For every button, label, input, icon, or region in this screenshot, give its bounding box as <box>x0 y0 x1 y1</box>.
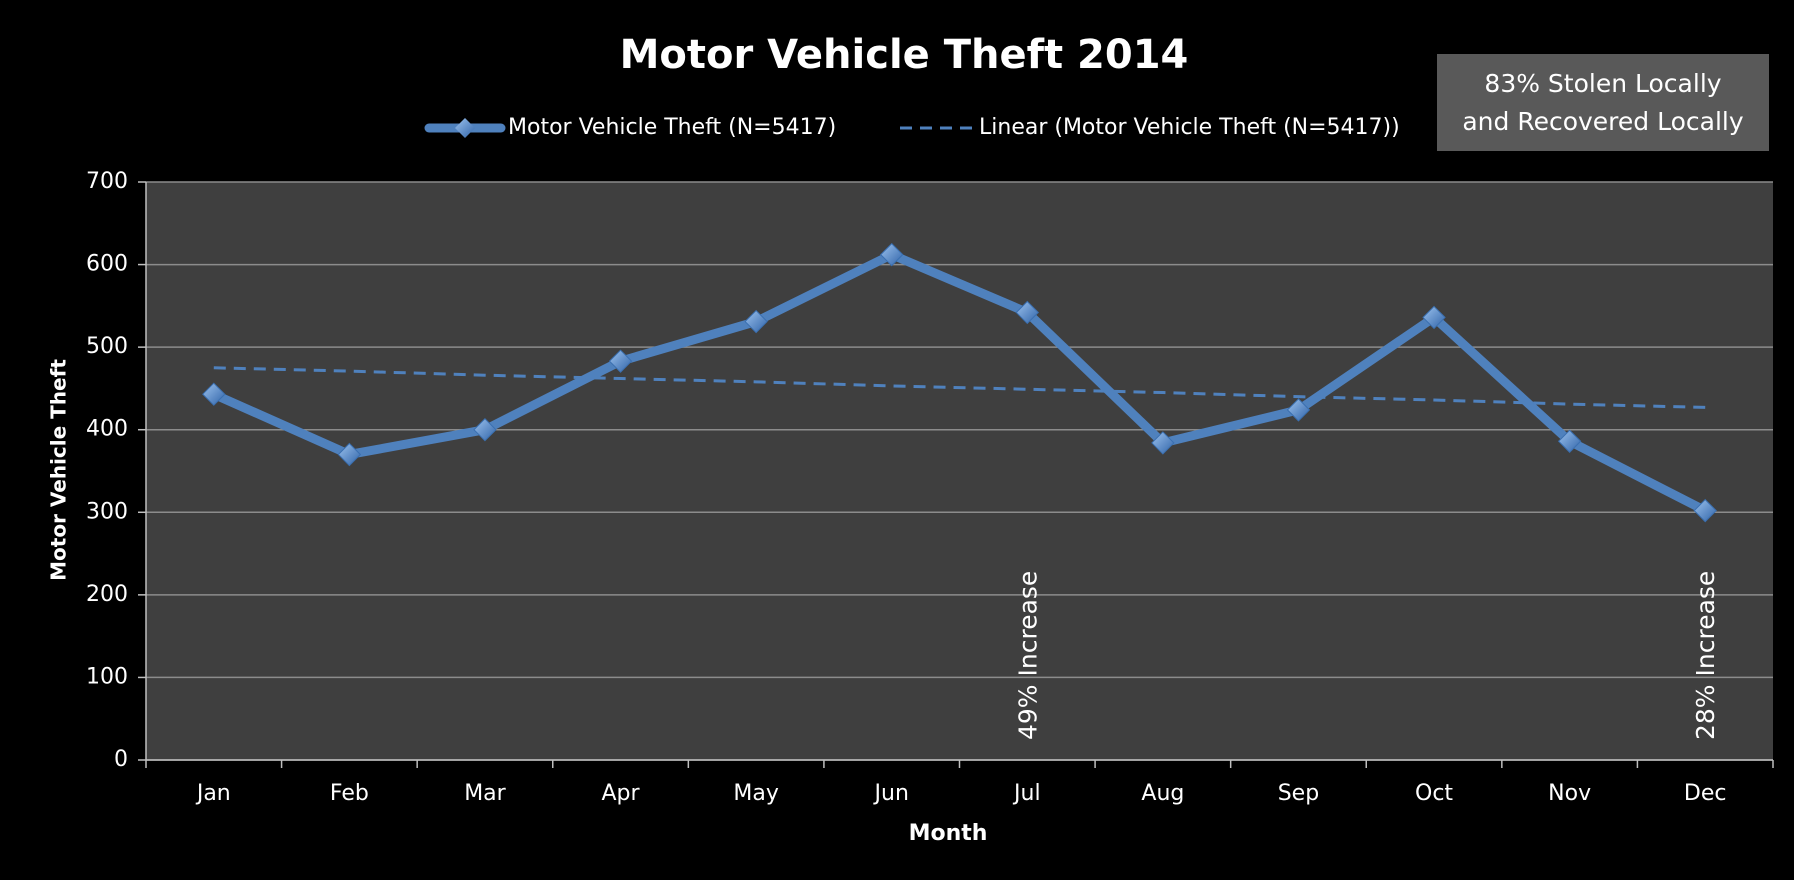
y-tick-label: 400 <box>86 417 128 442</box>
marker <box>608 349 633 373</box>
marker <box>1693 498 1717 523</box>
y-tick-label: 500 <box>86 334 128 359</box>
series-line <box>211 250 1708 515</box>
legend-label: Motor Vehicle Theft (N=5417) <box>508 115 836 140</box>
x-tick-label: Nov <box>1548 781 1591 806</box>
marker <box>880 242 904 267</box>
x-axis-label: Month <box>909 821 988 846</box>
x-tick-label: Sep <box>1278 781 1319 806</box>
x-tick-label: Mar <box>464 781 506 806</box>
marker <box>202 382 226 406</box>
x-tick-label: May <box>733 781 778 806</box>
x-tick-label: Jun <box>873 781 909 806</box>
marker <box>1151 431 1175 455</box>
annotation: 28% Increase <box>1691 571 1720 740</box>
plot-area <box>146 182 1773 760</box>
marker <box>1422 305 1446 330</box>
y-tick-label: 600 <box>86 252 128 277</box>
legend-marker <box>455 118 475 138</box>
chart-title: Motor Vehicle Theft 2014 <box>620 32 1189 78</box>
legend-label: Linear (Motor Vehicle Theft (N=5417)) <box>979 115 1400 140</box>
y-tick-label: 100 <box>86 664 128 689</box>
x-tick-label: Jan <box>195 781 231 806</box>
x-tick-label: Dec <box>1684 781 1727 806</box>
x-tick-label: Aug <box>1141 781 1184 806</box>
y-tick-label: 200 <box>86 582 128 607</box>
x-tick-label: Oct <box>1415 781 1453 806</box>
marker <box>473 418 497 442</box>
marker <box>337 442 362 467</box>
y-axis-label: Motor Vehicle Theft <box>47 359 71 581</box>
marker <box>1015 300 1039 325</box>
marker <box>1557 429 1582 453</box>
trend-line <box>213 366 1706 409</box>
note-box <box>1437 54 1769 151</box>
note-text: and Recovered Locally <box>1462 107 1743 136</box>
y-tick-label: 0 <box>114 747 128 772</box>
y-tick-label: 700 <box>86 169 128 194</box>
marker <box>1286 398 1311 422</box>
x-tick-label: Apr <box>602 781 641 806</box>
x-tick-label: Feb <box>330 781 369 806</box>
annotation: 49% Increase <box>1013 571 1042 740</box>
marker <box>744 309 768 334</box>
y-tick-label: 300 <box>86 499 128 524</box>
x-tick-label: Jul <box>1012 781 1041 806</box>
note-text: 83% Stolen Locally <box>1484 69 1721 98</box>
